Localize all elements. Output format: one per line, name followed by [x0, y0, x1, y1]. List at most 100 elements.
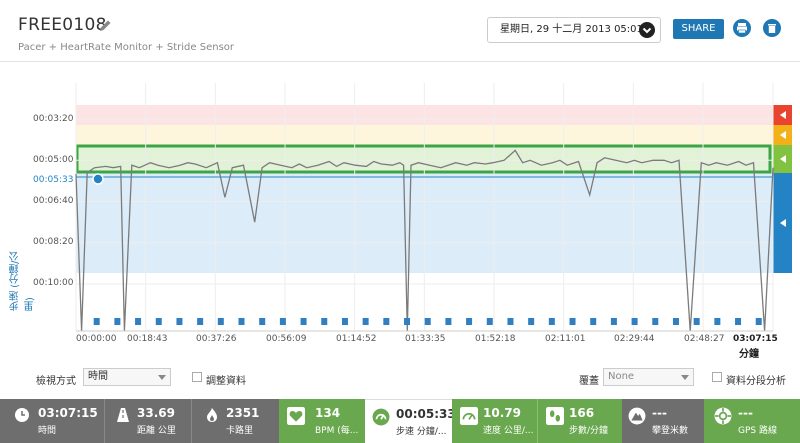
lap-marker — [693, 318, 700, 325]
lap-marker — [424, 318, 431, 325]
stat-value: 166 — [569, 406, 595, 420]
y-tick: 00:10:00 — [33, 278, 74, 288]
x-tick: 02:29:44 — [614, 334, 655, 344]
lap-marker — [362, 318, 369, 325]
stats-bar: 03:07:15 時間 33.69 距離 公里 2351 卡路里 134 BPM… — [0, 399, 800, 443]
date-value: 星期日, 29 十二月 2013 05:01 — [500, 24, 643, 35]
stat-label: 攀登米數 — [652, 426, 689, 436]
stat-pace[interactable]: 00:05:33 步速 分鐘/... — [365, 399, 456, 443]
y-tick: 00:08:20 — [33, 237, 74, 247]
y-tick: 00:06:40 — [33, 196, 74, 206]
x-tick: 01:14:52 — [336, 334, 377, 344]
lap-marker — [300, 318, 307, 325]
lap-marker — [528, 318, 535, 325]
segment-analysis-checkbox[interactable] — [712, 372, 722, 382]
lap-marker — [197, 318, 204, 325]
x-tick: 00:18:43 — [127, 334, 168, 344]
stat-value: 134 — [315, 406, 341, 420]
view-mode-label: 檢視方式 — [36, 376, 76, 387]
stat-cadence[interactable]: 166 步數/分鐘 — [537, 399, 622, 443]
lap-marker — [93, 318, 100, 325]
stat-label: 卡路里 — [226, 426, 254, 436]
printer-icon[interactable] — [733, 19, 751, 37]
stat-label: 距離 公里 — [137, 426, 176, 436]
activity-title: FREE0108 — [18, 15, 107, 35]
chart-grid — [75, 83, 774, 331]
stat-distance[interactable]: 33.69 距離 公里 — [104, 399, 191, 443]
lap-marker — [135, 318, 142, 325]
start-marker — [92, 173, 104, 185]
heart-icon — [287, 407, 305, 425]
caret-down-icon — [158, 375, 166, 380]
mountain-icon — [628, 407, 646, 425]
stat-value: 00:05:33 — [396, 407, 456, 421]
pace-gauge-icon — [372, 408, 390, 426]
lap-marker — [114, 318, 121, 325]
stat-value: --- — [652, 406, 667, 420]
adjust-data-checkbox[interactable] — [192, 372, 202, 382]
lap-marker — [548, 318, 555, 325]
share-button[interactable]: SHARE — [673, 19, 724, 39]
stat-speed[interactable]: 10.79 速度 公里/... — [452, 399, 537, 443]
stat-value: 33.69 — [137, 406, 175, 420]
lap-marker — [321, 318, 328, 325]
lap-marker — [341, 318, 348, 325]
x-tick: 00:56:09 — [266, 334, 307, 344]
zone-indicator-arrow-red — [780, 111, 786, 119]
stat-label: 速度 公里/... — [483, 426, 534, 436]
adjust-data-label: 調整資料 — [206, 376, 246, 387]
lap-marker — [755, 318, 762, 325]
lap-markers — [93, 318, 762, 325]
lap-marker — [652, 318, 659, 325]
stat-label: GPS 路線 — [738, 426, 777, 436]
stat-value: 10.79 — [483, 406, 521, 420]
x-tick: 02:11:01 — [545, 334, 586, 344]
pencil-icon[interactable] — [97, 18, 113, 34]
lap-marker — [404, 318, 411, 325]
x-tick-end: 03:07:15 — [733, 334, 778, 344]
lap-marker — [610, 318, 617, 325]
stat-time[interactable]: 03:07:15 時間 — [0, 399, 104, 443]
y-tick: 00:03:20 — [33, 114, 74, 124]
x-tick: 01:33:35 — [405, 334, 446, 344]
stat-label: 時間 — [38, 426, 57, 436]
road-icon — [117, 408, 129, 422]
stat-value: 2351 — [226, 406, 260, 420]
stat-label: 步數/分鐘 — [569, 426, 609, 436]
stat-climb[interactable]: --- 攀登米數 — [622, 399, 704, 443]
stat-label: BPM (每... — [315, 426, 359, 436]
view-mode-select[interactable]: 時間 — [83, 368, 171, 386]
overlay-label: 覆蓋 — [579, 376, 599, 387]
lap-marker — [155, 318, 162, 325]
x-tick: 00:37:26 — [196, 334, 237, 344]
speedometer-icon — [460, 407, 478, 425]
x-tick: 01:52:18 — [475, 334, 516, 344]
stat-calories[interactable]: 2351 卡路里 — [191, 399, 279, 443]
x-tick: 00:00:00 — [76, 334, 117, 344]
stat-gps[interactable]: --- GPS 路線 — [704, 399, 800, 443]
view-mode-value: 時間 — [88, 371, 108, 382]
lap-marker — [486, 318, 493, 325]
x-axis-unit: 分鐘 — [739, 349, 759, 360]
lap-marker — [590, 318, 597, 325]
lap-marker — [238, 318, 245, 325]
date-dropdown[interactable]: 星期日, 29 十二月 2013 05:01 — [487, 17, 661, 43]
y-tick-target: 00:05:33 — [33, 175, 74, 185]
stat-value: 03:07:15 — [38, 406, 98, 420]
stat-label: 步速 分鐘/... — [396, 427, 447, 437]
lap-marker — [279, 318, 286, 325]
chart-svg[interactable] — [0, 63, 800, 363]
lap-marker — [466, 318, 473, 325]
lap-marker — [735, 318, 742, 325]
lap-marker — [569, 318, 576, 325]
y-tick: 00:05:00 — [33, 155, 74, 165]
lap-marker — [714, 318, 721, 325]
lap-marker — [445, 318, 452, 325]
segment-analysis-label: 資料分段分析 — [726, 376, 786, 387]
zone-indicator-arrow-blue — [780, 219, 786, 227]
stat-heart-rate[interactable]: 134 BPM (每... — [279, 399, 365, 443]
device-subtitle: Pacer + HeartRate Monitor + Stride Senso… — [18, 42, 235, 53]
target-band — [75, 144, 772, 174]
trash-icon[interactable] — [763, 19, 781, 37]
overlay-select[interactable]: None — [603, 368, 694, 386]
